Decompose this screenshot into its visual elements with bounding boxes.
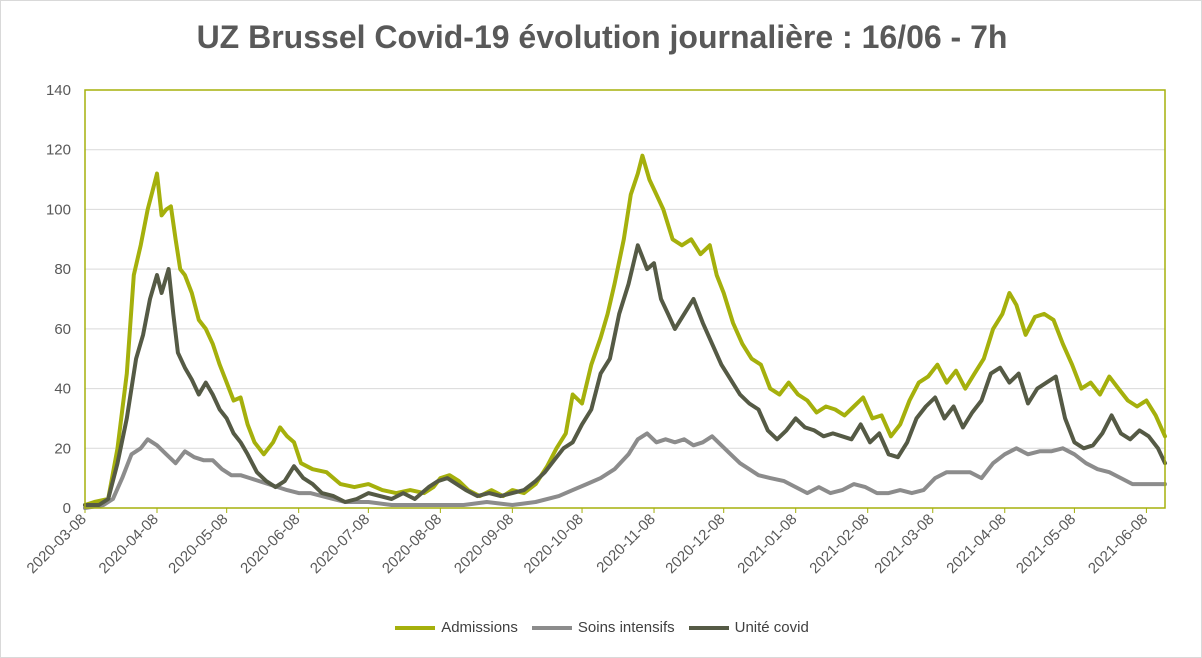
plot-area-border xyxy=(84,89,1166,509)
series-lines xyxy=(83,153,1167,510)
y-tick-label: 40 xyxy=(54,381,71,398)
x-tick-label: 2020-05-08 xyxy=(165,511,231,577)
series-line-admissions xyxy=(83,153,1167,507)
series-line-unit-covid xyxy=(83,243,1167,507)
x-tick-label: 2020-04-08 xyxy=(96,511,162,577)
x-tick-label: 2020-09-08 xyxy=(451,511,517,577)
x-tick-label: 2020-12-08 xyxy=(662,511,728,577)
y-tick-label: 140 xyxy=(46,82,71,99)
legend-item-unite-covid: Unité covid xyxy=(688,619,809,636)
y-tick-label: 60 xyxy=(54,321,71,338)
legend-label-admissions: Admissions xyxy=(441,619,518,636)
x-tick-label: 2021-05-08 xyxy=(1013,511,1079,577)
y-axis-ticks: 0 20 40 60 80 100 120 140 xyxy=(46,82,71,517)
legend-item-admissions: Admissions xyxy=(395,619,518,636)
legend-item-soins-intensifs: Soins intensifs xyxy=(531,619,675,636)
legend-swatch-unite-covid xyxy=(688,625,729,630)
y-tick-label: 80 xyxy=(54,261,71,278)
y-tick-label: 100 xyxy=(46,201,71,218)
x-tick-label: 2021-03-08 xyxy=(871,511,937,577)
x-tick-label: 2020-10-08 xyxy=(521,511,587,577)
x-axis-ticks: 2020-03-08 2020-04-08 2020-05-08 2020-06-08… xyxy=(24,508,1151,577)
x-tick-label: 2020-03-08 xyxy=(24,511,90,577)
x-tick-label: 2021-06-08 xyxy=(1085,511,1151,577)
legend-swatch-admissions xyxy=(395,625,436,630)
gridlines xyxy=(85,149,1165,449)
legend-label-soins-intensifs: Soins intensifs xyxy=(577,619,675,636)
legend: Admissions Soins intensifs Unité covid xyxy=(1,619,1202,636)
y-tick-label: 20 xyxy=(54,440,71,457)
x-tick-label: 2020-08-08 xyxy=(379,511,445,577)
y-tick-label: 120 xyxy=(46,142,71,159)
chart-title: UZ Brussel Covid-19 évolution journalièr… xyxy=(196,19,1008,55)
x-tick-label: 2021-04-08 xyxy=(943,511,1009,577)
y-tick-label: 0 xyxy=(63,500,71,517)
x-tick-label: 2020-11-08 xyxy=(593,511,658,576)
x-tick-label: 2020-06-08 xyxy=(237,511,303,577)
legend-label-unite-covid: Unité covid xyxy=(734,619,809,636)
x-tick-label: 2020-07-08 xyxy=(307,511,373,577)
x-tick-label: 2021-02-08 xyxy=(806,511,872,577)
legend-swatch-soins-intensifs xyxy=(531,625,572,630)
x-tick-label: 2021-01-08 xyxy=(734,511,800,577)
series-line-soins-intensifs xyxy=(83,431,1167,510)
